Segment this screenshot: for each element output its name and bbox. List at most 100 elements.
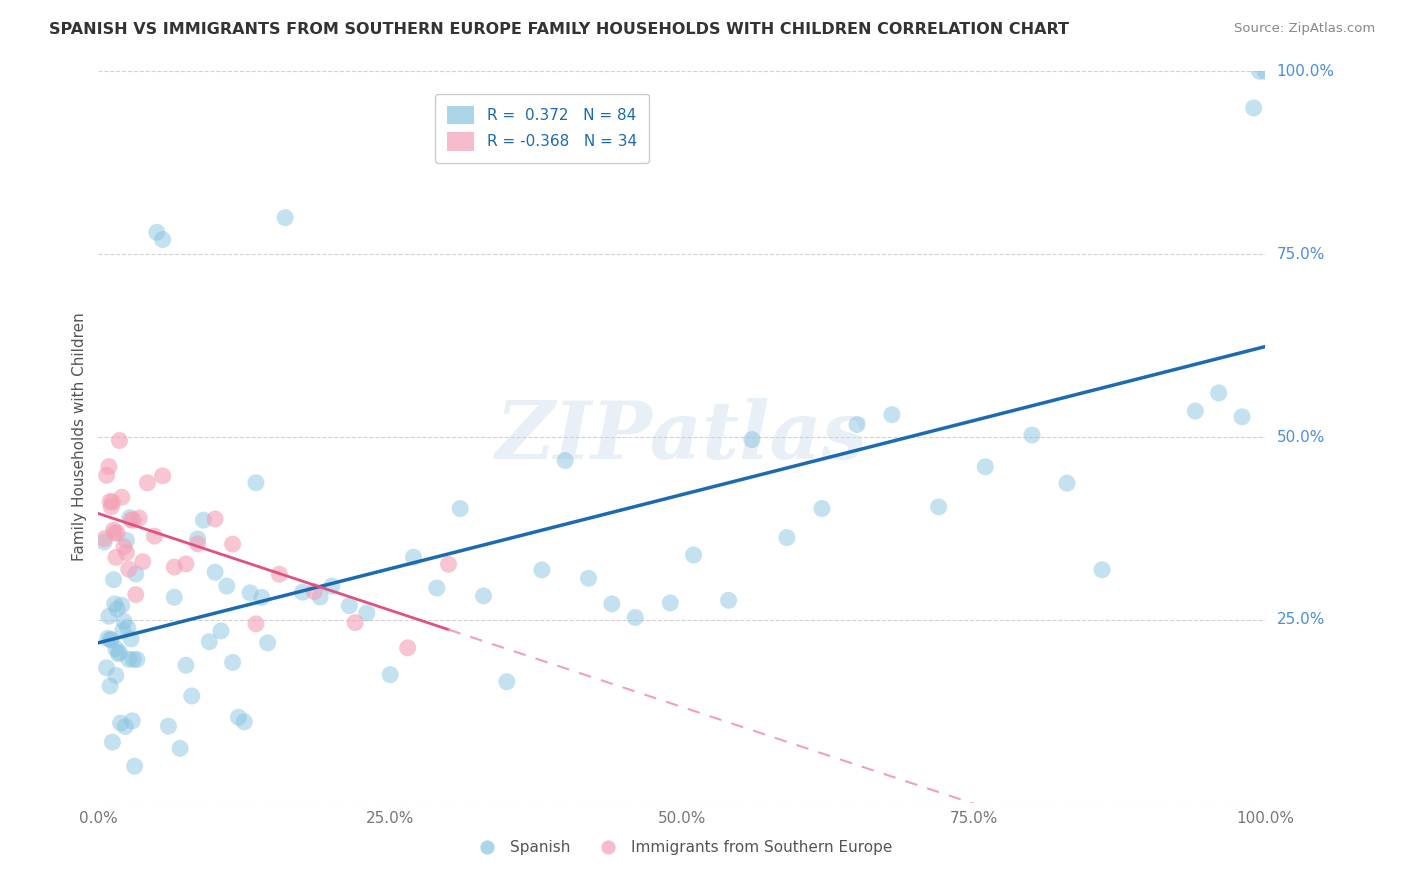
Point xyxy=(114,719,136,733)
Point xyxy=(233,714,256,729)
Point xyxy=(118,562,141,576)
Point xyxy=(118,652,141,666)
Point xyxy=(157,719,180,733)
Point xyxy=(209,624,232,638)
Point xyxy=(108,434,131,448)
Point xyxy=(880,408,903,422)
Point xyxy=(125,588,148,602)
Point xyxy=(152,468,174,483)
Point xyxy=(228,710,250,724)
Point xyxy=(776,531,799,545)
Point xyxy=(97,609,120,624)
Point xyxy=(111,599,134,613)
Point xyxy=(122,513,145,527)
Text: Source: ZipAtlas.com: Source: ZipAtlas.com xyxy=(1234,22,1375,36)
Point xyxy=(250,591,273,605)
Point xyxy=(174,557,197,571)
Point xyxy=(426,581,449,595)
Text: SPANISH VS IMMIGRANTS FROM SOUTHERN EUROPE FAMILY HOUSEHOLDS WITH CHILDREN CORRE: SPANISH VS IMMIGRANTS FROM SOUTHERN EURO… xyxy=(49,22,1069,37)
Point xyxy=(846,417,869,432)
Point xyxy=(115,546,138,560)
Point xyxy=(105,602,128,616)
Point xyxy=(132,555,155,569)
Point xyxy=(111,624,134,638)
Point xyxy=(245,616,267,631)
Point xyxy=(101,495,124,509)
Point xyxy=(111,490,134,504)
Point xyxy=(221,537,243,551)
Point xyxy=(449,501,471,516)
Point xyxy=(146,225,169,239)
Point xyxy=(100,632,122,647)
Point xyxy=(97,632,120,646)
Point xyxy=(104,526,127,541)
Point xyxy=(741,433,763,447)
Point xyxy=(93,532,115,546)
Point xyxy=(115,533,138,548)
Point xyxy=(98,632,121,647)
Point xyxy=(163,591,186,605)
Point xyxy=(98,679,121,693)
Point xyxy=(120,513,142,527)
Point xyxy=(112,540,135,554)
Point xyxy=(125,566,148,581)
Point xyxy=(204,565,226,579)
Point xyxy=(496,674,519,689)
Point xyxy=(103,573,125,587)
Point xyxy=(96,468,118,483)
Point xyxy=(193,513,215,527)
Point xyxy=(1230,409,1253,424)
Text: 75.0%: 75.0% xyxy=(1277,247,1324,261)
Point xyxy=(402,550,425,565)
Point xyxy=(659,596,682,610)
Point xyxy=(717,593,740,607)
Point xyxy=(96,661,118,675)
Point xyxy=(600,597,623,611)
Point xyxy=(304,584,326,599)
Point xyxy=(117,621,139,635)
Point xyxy=(274,211,297,225)
Point xyxy=(1243,101,1265,115)
Point xyxy=(344,615,367,630)
Point xyxy=(396,640,419,655)
Point xyxy=(1021,428,1043,442)
Point xyxy=(245,475,267,490)
Point xyxy=(1056,476,1078,491)
Point xyxy=(163,560,186,574)
Point xyxy=(1249,64,1271,78)
Point xyxy=(104,597,127,611)
Point xyxy=(309,590,332,604)
Point xyxy=(472,589,495,603)
Point xyxy=(118,510,141,524)
Point xyxy=(239,586,262,600)
Point xyxy=(180,689,202,703)
Point xyxy=(103,523,125,537)
Text: ZIPatlas: ZIPatlas xyxy=(496,399,868,475)
Text: 100.0%: 100.0% xyxy=(1277,64,1334,78)
Point xyxy=(928,500,950,514)
Point xyxy=(104,550,127,565)
Point xyxy=(187,537,209,551)
Point xyxy=(291,585,314,599)
Point xyxy=(128,511,150,525)
Point xyxy=(93,535,115,549)
Point xyxy=(380,667,402,681)
Point xyxy=(554,453,576,467)
Point xyxy=(337,599,360,613)
Point xyxy=(124,759,146,773)
Point xyxy=(437,558,460,572)
Point xyxy=(169,741,191,756)
Point xyxy=(624,610,647,624)
Point xyxy=(122,652,145,666)
Point xyxy=(136,475,159,490)
Point xyxy=(1254,64,1277,78)
Legend: Spanish, Immigrants from Southern Europe: Spanish, Immigrants from Southern Europe xyxy=(465,834,898,861)
Point xyxy=(98,494,121,508)
Point xyxy=(143,529,166,543)
Text: 50.0%: 50.0% xyxy=(1277,430,1324,444)
Text: 25.0%: 25.0% xyxy=(1277,613,1324,627)
Point xyxy=(1208,386,1230,401)
Point xyxy=(530,563,553,577)
Point xyxy=(321,579,343,593)
Point xyxy=(97,459,120,474)
